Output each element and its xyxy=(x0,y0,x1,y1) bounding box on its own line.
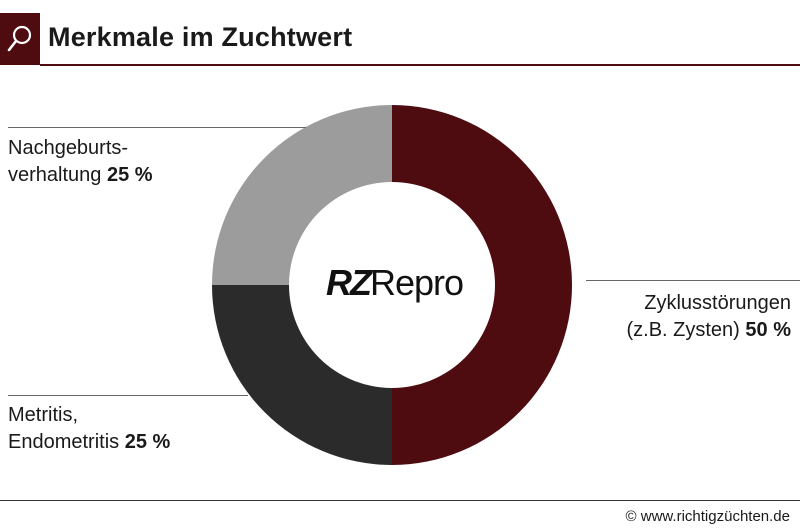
slice-label-line1: Zyklusstörungen xyxy=(644,292,791,314)
slice-label-nachgeburt: Nachgeburts- verhaltung 25 % xyxy=(8,135,153,189)
leader-line-metritis xyxy=(8,395,248,396)
title-divider xyxy=(40,64,800,66)
slice-label-zyklus: Zyklusstörungen (z.B. Zysten) 50 % xyxy=(626,290,791,344)
donut-slice-metritis xyxy=(212,285,392,465)
slice-value-label: 25 % xyxy=(124,431,171,453)
slice-label-metritis: Metritis, Endometritis 25 % xyxy=(8,402,170,456)
slice-label-line1: Nachgeburts- xyxy=(8,137,129,159)
slice-label-line2: verhaltung xyxy=(8,164,102,186)
donut-slice-nachgeburt xyxy=(212,105,392,285)
footer-copyright: © www.richtigzüchten.de xyxy=(625,508,790,525)
logo-rz: RZ xyxy=(326,262,372,303)
donut-slice-zyklus xyxy=(392,105,572,465)
slice-value-label: 50 % xyxy=(745,319,791,341)
leader-line-zyklus xyxy=(586,280,800,281)
slice-label-line2: (z.B. Zysten) xyxy=(626,319,740,341)
footer-divider xyxy=(0,500,800,501)
leader-line-nachgeburt xyxy=(8,127,306,128)
slice-value-label: 25 % xyxy=(106,164,153,186)
logo-repro: Repro xyxy=(370,262,464,303)
slice-label-line1: Metritis, xyxy=(8,404,78,426)
page-title: Merkmale im Zuchtwert xyxy=(48,22,353,52)
slice-label-line2: Endometritis xyxy=(8,431,120,453)
magnifier-icon xyxy=(7,25,32,52)
rz-repro-logo: RZRepro xyxy=(326,262,464,306)
header-icon-badge xyxy=(0,13,40,65)
